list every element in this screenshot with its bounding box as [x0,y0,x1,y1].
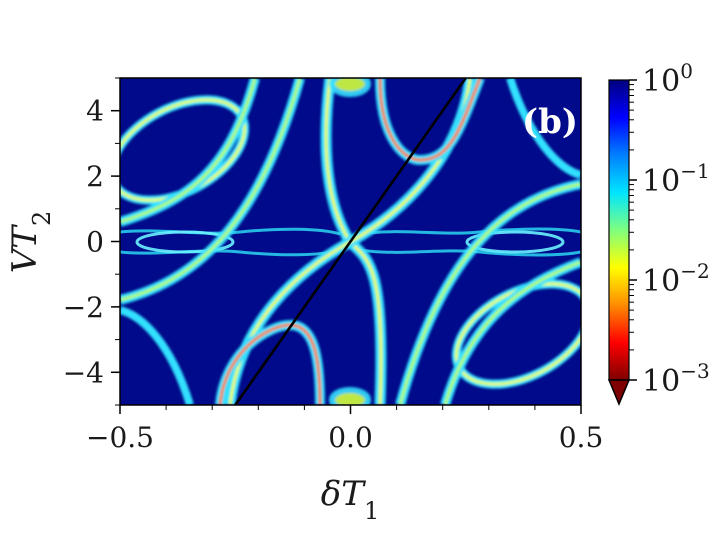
colorbar-tick-label: 100 [642,59,693,99]
curve-top-u-core [378,78,482,162]
y-tick-label: 0 [86,226,104,259]
colorbar-tick-label: 10−2 [642,259,710,299]
blob-top-center [329,78,371,97]
curve-upper-left-core [120,78,257,224]
plot-area [120,78,581,405]
band-stripe-bottom [120,248,341,257]
colorbar-gradient [609,80,629,380]
curve-right-long-core [398,182,581,405]
band-ellipse-left [135,230,235,254]
band-stripe-bottom-right [359,248,581,257]
band-stripe-top-right [359,227,581,236]
colorbar-tick-label: 10−1 [642,159,710,199]
band-stripe-top [120,227,341,236]
y-tick-label: −4 [63,356,104,389]
blob-bottom-center [329,387,371,405]
x-tick-label: 0.5 [559,421,604,454]
colorbar-ticks: 100 10−1 10−2 10−3 [629,59,710,399]
center-horizontal-band [120,227,581,257]
y-tick-label: 4 [86,95,104,128]
colorbar-tick-label: 10−3 [642,359,710,399]
colorbar-extend-triangle [607,379,631,406]
band-ellipse-right [465,230,565,254]
colorbar: 100 10−1 10−2 10−3 [607,59,710,406]
y-axis-ticks: 4 2 0 −2 −4 [63,77,120,406]
curve-lower-right-core [443,260,581,405]
curve-left-long-core [120,78,302,302]
curve-left-bottom [120,306,194,405]
y-tick-label: −2 [63,291,104,324]
overlay-diagonal-line [234,78,467,405]
colorbar-frame [608,79,630,381]
x-tick-label: 0.0 [328,421,373,454]
y-axis-label: VT2 [5,211,56,274]
y-tick-label: 2 [86,160,104,193]
x-axis-label: δT1 [321,474,379,525]
panel-label: (b) [522,102,578,142]
x-axis-ticks: −0.5 0.0 0.5 [86,405,603,454]
curve-right-top [506,78,581,179]
curve-bottom-u-core [218,323,322,405]
x-tick-label: −0.5 [86,421,154,454]
